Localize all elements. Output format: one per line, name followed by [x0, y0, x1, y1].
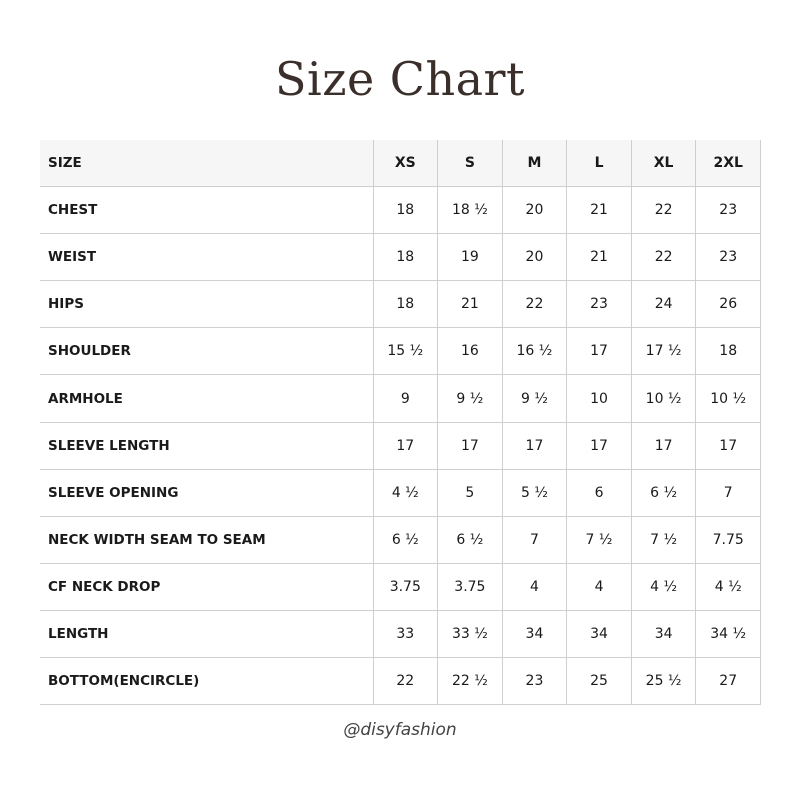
- measurement-label: ARMHOLE: [40, 374, 373, 423]
- header-size-xl: XL: [630, 140, 696, 188]
- measurement-value: 27: [695, 657, 761, 706]
- measurement-value: 22 ½: [437, 657, 503, 706]
- measurement-value: 17: [372, 422, 438, 470]
- measurement-value: 17: [566, 327, 632, 376]
- header-size-xs: XS: [372, 140, 438, 188]
- measurement-value: 21: [566, 233, 632, 282]
- measurement-value: 23: [501, 657, 567, 706]
- table-row: CHEST 18 18 ½ 20 21 22 23: [40, 186, 761, 235]
- measurement-value: 21: [566, 186, 632, 235]
- measurement-value: 17: [437, 422, 503, 470]
- header-size-2xl: 2XL: [695, 140, 761, 188]
- measurement-value: 34: [501, 610, 567, 659]
- measurement-label: WEIST: [40, 233, 373, 282]
- measurement-value: 23: [566, 280, 632, 329]
- table-row: SHOULDER 15 ½ 16 16 ½ 17 17 ½ 18: [40, 327, 761, 376]
- measurement-value: 4 ½: [372, 469, 438, 517]
- measurement-value: 20: [501, 233, 567, 282]
- measurement-value: 34: [566, 610, 632, 659]
- measurement-value: 4 ½: [695, 563, 761, 611]
- header-size-s: S: [437, 140, 503, 188]
- measurement-label: CF NECK DROP: [40, 563, 373, 611]
- measurement-label: NECK WIDTH SEAM TO SEAM: [40, 516, 373, 564]
- measurement-value: 34 ½: [695, 610, 761, 659]
- measurement-value: 25: [566, 657, 632, 706]
- table-row: WEIST 18 19 20 21 22 23: [40, 233, 761, 282]
- size-chart-table: SIZE XS S M L XL 2XL CHEST 18 18 ½ 20 21 22 23 WEIST 1…: [40, 140, 761, 706]
- measurement-value: 33 ½: [437, 610, 503, 659]
- measurement-value: 3.75: [372, 563, 438, 611]
- measurement-value: 21: [437, 280, 503, 329]
- measurement-value: 6 ½: [372, 516, 438, 564]
- measurement-value: 7 ½: [630, 516, 696, 564]
- measurement-label: SLEEVE LENGTH: [40, 422, 373, 470]
- measurement-value: 19: [437, 233, 503, 282]
- measurement-value: 23: [695, 233, 761, 282]
- measurement-value: 6: [566, 469, 632, 517]
- header-size-m: M: [501, 140, 567, 188]
- measurement-value: 4: [501, 563, 567, 611]
- measurement-value: 18: [372, 233, 438, 282]
- measurement-label: HIPS: [40, 280, 373, 329]
- page-title: Size Chart: [274, 52, 526, 106]
- measurement-value: 17 ½: [630, 327, 696, 376]
- table-row: BOTTOM(ENCIRCLE) 22 22 ½ 23 25 25 ½ 27: [40, 657, 761, 706]
- measurement-value: 10: [566, 374, 632, 423]
- measurement-value: 33: [372, 610, 438, 659]
- measurement-value: 3.75: [437, 563, 503, 611]
- measurement-value: 23: [695, 186, 761, 235]
- measurement-value: 16: [437, 327, 503, 376]
- table-row: HIPS 18 21 22 23 24 26: [40, 280, 761, 329]
- brand-handle: @disyfashion: [343, 720, 457, 740]
- measurement-value: 9 ½: [437, 374, 503, 423]
- measurement-value: 20: [501, 186, 567, 235]
- measurement-value: 7: [695, 469, 761, 517]
- measurement-value: 34: [630, 610, 696, 659]
- table-row: LENGTH 33 33 ½ 34 34 34 34 ½: [40, 610, 761, 659]
- measurement-value: 6 ½: [630, 469, 696, 517]
- measurement-value: 24: [630, 280, 696, 329]
- measurement-value: 7 ½: [566, 516, 632, 564]
- header-size-label: SIZE: [40, 140, 373, 188]
- measurement-value: 4 ½: [630, 563, 696, 611]
- measurement-value: 22: [630, 233, 696, 282]
- measurement-value: 4: [566, 563, 632, 611]
- measurement-value: 18 ½: [437, 186, 503, 235]
- measurement-value: 5: [437, 469, 503, 517]
- measurement-value: 9: [372, 374, 438, 423]
- measurement-value: 17: [566, 422, 632, 470]
- measurement-value: 22: [501, 280, 567, 329]
- measurement-label: BOTTOM(ENCIRCLE): [40, 657, 373, 706]
- measurement-value: 17: [695, 422, 761, 470]
- measurement-value: 16 ½: [501, 327, 567, 376]
- measurement-value: 22: [372, 657, 438, 706]
- measurement-label: LENGTH: [40, 610, 373, 659]
- measurement-value: 5 ½: [501, 469, 567, 517]
- measurement-value: 6 ½: [437, 516, 503, 564]
- table-header-row: SIZE XS S M L XL 2XL: [40, 140, 761, 188]
- measurement-value: 7.75: [695, 516, 761, 564]
- measurement-value: 10 ½: [630, 374, 696, 423]
- measurement-value: 17: [501, 422, 567, 470]
- measurement-label: SHOULDER: [40, 327, 373, 376]
- measurement-value: 15 ½: [372, 327, 438, 376]
- measurement-value: 18: [372, 186, 438, 235]
- measurement-value: 18: [372, 280, 438, 329]
- header-size-l: L: [566, 140, 632, 188]
- measurement-label: CHEST: [40, 186, 373, 235]
- measurement-label: SLEEVE OPENING: [40, 469, 373, 517]
- measurement-value: 25 ½: [630, 657, 696, 706]
- measurement-value: 7: [501, 516, 567, 564]
- measurement-value: 9 ½: [501, 374, 567, 423]
- measurement-value: 22: [630, 186, 696, 235]
- measurement-value: 17: [630, 422, 696, 470]
- measurement-value: 26: [695, 280, 761, 329]
- measurement-value: 18: [695, 327, 761, 376]
- measurement-value: 10 ½: [695, 374, 761, 423]
- table-row: SLEEVE LENGTH 17 17 17 17 17 17: [40, 422, 761, 470]
